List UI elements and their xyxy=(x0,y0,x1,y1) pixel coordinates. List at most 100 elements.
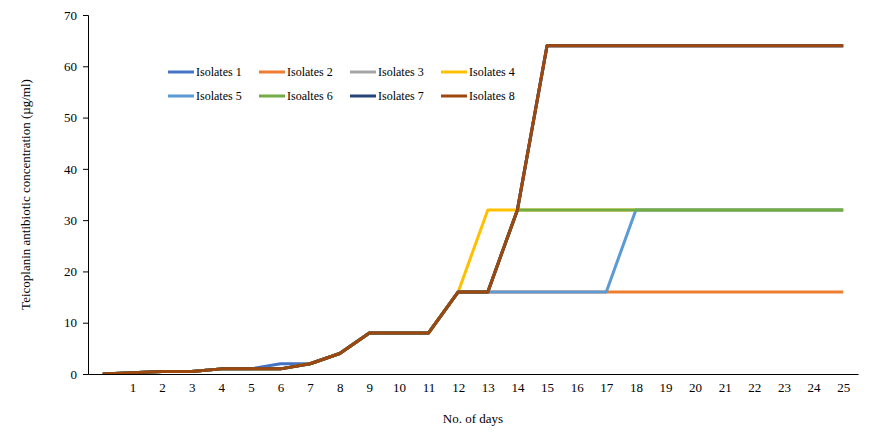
legend-entry: Isolates 7 xyxy=(350,89,424,103)
series-line xyxy=(103,46,843,374)
legend-swatch xyxy=(259,95,285,98)
x-tick-label: 7 xyxy=(307,380,314,395)
y-tick-label: 10 xyxy=(64,315,77,330)
x-axis: 1234567891011121314151617181920212223242… xyxy=(89,374,859,395)
x-tick: 9 xyxy=(367,374,374,395)
x-tick: 21 xyxy=(719,374,732,395)
y-tick-label: 70 xyxy=(64,8,77,23)
legend-label: Isolates 7 xyxy=(378,89,424,103)
legend-label: Isolates 8 xyxy=(469,89,515,103)
x-tick-label: 6 xyxy=(278,380,285,395)
x-tick-label: 10 xyxy=(393,380,406,395)
x-tick: 2 xyxy=(159,374,166,395)
x-tick-label: 5 xyxy=(248,380,255,395)
x-tick-label: 22 xyxy=(748,380,761,395)
legend-entry: Isoaltes 6 xyxy=(259,89,333,103)
y-tick-label: 50 xyxy=(64,110,77,125)
y-tick-label: 40 xyxy=(64,162,77,177)
x-tick: 19 xyxy=(660,374,673,395)
x-tick-label: 18 xyxy=(630,380,643,395)
x-tick-label: 24 xyxy=(808,380,822,395)
y-tick-mark xyxy=(83,271,88,272)
series-line xyxy=(103,46,843,374)
legend-entry: Isolates 4 xyxy=(441,65,515,79)
x-tick-label: 15 xyxy=(541,380,554,395)
x-axis-line xyxy=(89,374,859,375)
x-tick: 22 xyxy=(748,374,761,395)
x-tick: 25 xyxy=(837,374,850,395)
x-tick: 3 xyxy=(189,374,196,395)
legend-entry: Isolates 2 xyxy=(259,65,333,79)
y-tick-mark xyxy=(83,374,88,375)
x-tick-label: 9 xyxy=(367,380,374,395)
y-tick-mark xyxy=(83,169,88,170)
y-tick-mark xyxy=(83,323,88,324)
y-tick-label: 30 xyxy=(64,213,77,228)
x-tick-label: 17 xyxy=(600,380,614,395)
x-tick-label: 11 xyxy=(423,380,436,395)
x-tick: 5 xyxy=(248,374,255,395)
y-tick: 40 xyxy=(64,162,88,177)
y-tick: 60 xyxy=(64,59,88,74)
x-tick-label: 21 xyxy=(719,380,732,395)
legend-swatch xyxy=(441,71,467,74)
x-tick: 15 xyxy=(541,374,554,395)
x-axis-title: No. of days xyxy=(443,411,503,426)
y-tick: 50 xyxy=(64,110,88,125)
y-tick-mark xyxy=(83,15,88,16)
legend-label: Isolates 3 xyxy=(378,65,424,79)
legend-swatch xyxy=(168,95,194,98)
x-tick: 13 xyxy=(482,374,495,395)
x-tick: 10 xyxy=(393,374,406,395)
x-tick-label: 25 xyxy=(837,380,850,395)
legend-label: Isolates 5 xyxy=(196,89,242,103)
x-tick: 1 xyxy=(130,374,137,395)
legend-label: Isolates 2 xyxy=(287,65,333,79)
x-tick: 14 xyxy=(511,374,525,395)
y-tick-mark xyxy=(83,118,88,119)
legend-entry: Isolates 8 xyxy=(441,89,515,103)
x-tick: 18 xyxy=(630,374,643,395)
x-tick-label: 4 xyxy=(219,380,226,395)
y-tick: 20 xyxy=(64,264,88,279)
x-tick-label: 14 xyxy=(511,380,525,395)
y-axis-line xyxy=(83,16,89,375)
y-tick-label: 20 xyxy=(64,264,77,279)
y-tick: 30 xyxy=(64,213,88,228)
legend-swatch xyxy=(168,71,194,74)
legend-swatch xyxy=(350,71,376,74)
x-tick-label: 13 xyxy=(482,380,495,395)
x-tick: 7 xyxy=(307,374,314,395)
legend-label: Isoaltes 6 xyxy=(287,89,333,103)
x-tick: 24 xyxy=(808,374,822,395)
y-tick: 70 xyxy=(64,8,88,23)
x-tick-label: 16 xyxy=(571,380,585,395)
x-tick: 20 xyxy=(689,374,702,395)
x-tick: 4 xyxy=(219,374,226,395)
legend-entry: Isolates 3 xyxy=(350,65,424,79)
y-axis: 0 10 20 30 40 50 60 70 xyxy=(64,8,89,382)
series-line xyxy=(103,46,843,374)
legend-swatch xyxy=(441,95,467,98)
legend-swatch xyxy=(350,95,376,98)
chart: 0102030405060701234567891011121314151617… xyxy=(0,0,884,433)
x-tick: 12 xyxy=(452,374,465,395)
legend-label: Isolates 1 xyxy=(196,65,242,79)
y-tick: 10 xyxy=(64,315,88,330)
x-tick-label: 2 xyxy=(159,380,166,395)
legend: Isolates 1 Isolates 2 Isolates 3 Isolates 4… xyxy=(168,65,515,103)
x-tick: 11 xyxy=(423,374,436,395)
x-tick: 23 xyxy=(778,374,791,395)
series-line xyxy=(103,46,843,374)
y-tick-mark xyxy=(83,220,88,221)
legend-swatch xyxy=(259,71,285,74)
series-line xyxy=(103,292,843,374)
y-tick-label: 60 xyxy=(64,59,77,74)
x-tick-label: 20 xyxy=(689,380,702,395)
y-tick: 0 xyxy=(71,367,89,382)
plot-area xyxy=(103,46,843,374)
x-tick-label: 3 xyxy=(189,380,196,395)
y-tick-mark xyxy=(83,66,88,67)
x-tick: 16 xyxy=(571,374,585,395)
x-tick: 8 xyxy=(337,374,344,395)
